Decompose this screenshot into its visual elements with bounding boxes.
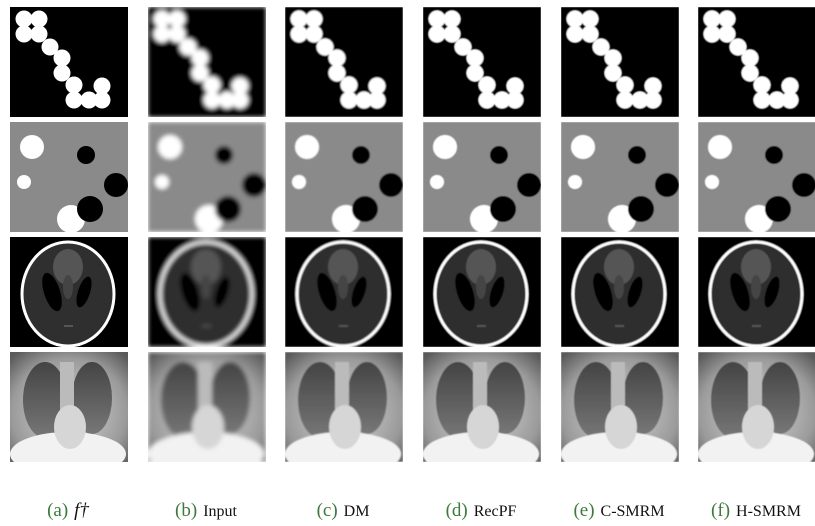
image [285, 7, 403, 117]
image-tile [148, 352, 266, 476]
caption: (b) Input [175, 500, 237, 521]
image-tile [10, 352, 128, 476]
image [148, 237, 266, 347]
image-tile [285, 352, 403, 476]
image-tile [698, 122, 815, 233]
image-tile [285, 237, 403, 347]
image [423, 352, 541, 476]
image [423, 122, 541, 233]
image [148, 352, 266, 476]
image [285, 122, 403, 233]
image [698, 352, 815, 476]
image-tile [561, 7, 679, 117]
image-grid [10, 7, 815, 476]
caption-label: (e) [573, 500, 594, 521]
image-tile [148, 122, 266, 233]
caption-label: (a) [47, 500, 68, 521]
caption-text: H-SMRM [736, 503, 801, 520]
image-tile [423, 122, 541, 233]
caption: (c) DM [317, 500, 370, 521]
image [148, 7, 266, 117]
image-tile [148, 7, 266, 117]
image [423, 237, 541, 347]
image [698, 237, 815, 347]
caption: (f) H-SMRM [711, 500, 801, 521]
image [561, 237, 679, 347]
image [561, 352, 679, 476]
image-tile [10, 237, 128, 347]
image [698, 7, 815, 117]
image-tile [10, 122, 128, 233]
caption-text: C-SMRM [601, 503, 665, 520]
image [10, 7, 128, 117]
image [10, 122, 128, 233]
image [561, 7, 679, 117]
image-tile [698, 237, 815, 347]
image [698, 122, 815, 233]
image [423, 7, 541, 117]
image-tile [698, 352, 815, 476]
caption-text: Input [203, 503, 237, 520]
figure: (a) f† (b) Input (c) DM (d) RecPF (e) C-SMRM (f) H-… [0, 0, 815, 526]
captions: (a) f† (b) Input (c) DM (d) RecPF (e) C-SMRM (f) H-… [47, 500, 801, 521]
image-tile [423, 237, 541, 347]
image [10, 237, 128, 347]
image-tile [10, 7, 128, 117]
image-tile [148, 237, 266, 347]
caption-text: RecPF [474, 503, 517, 520]
caption: (a) f† [47, 500, 89, 521]
image [285, 352, 403, 476]
image [148, 122, 266, 233]
image-tile [423, 7, 541, 117]
image [561, 122, 679, 233]
caption-label: (c) [317, 500, 338, 521]
caption-label: (b) [175, 500, 197, 521]
image-tile [561, 122, 679, 233]
image-tile [285, 122, 403, 233]
caption: (e) C-SMRM [573, 500, 664, 521]
image-tile [698, 7, 815, 117]
image-tile [285, 7, 403, 117]
caption-label: (d) [446, 500, 468, 521]
image [285, 237, 403, 347]
caption-label: (f) [711, 500, 730, 521]
image-tile [561, 237, 679, 347]
caption-text: f† [74, 500, 89, 521]
image-tile [561, 352, 679, 476]
image [10, 352, 128, 476]
caption: (d) RecPF [446, 500, 517, 521]
image-tile [423, 352, 541, 476]
caption-text: DM [344, 503, 370, 520]
